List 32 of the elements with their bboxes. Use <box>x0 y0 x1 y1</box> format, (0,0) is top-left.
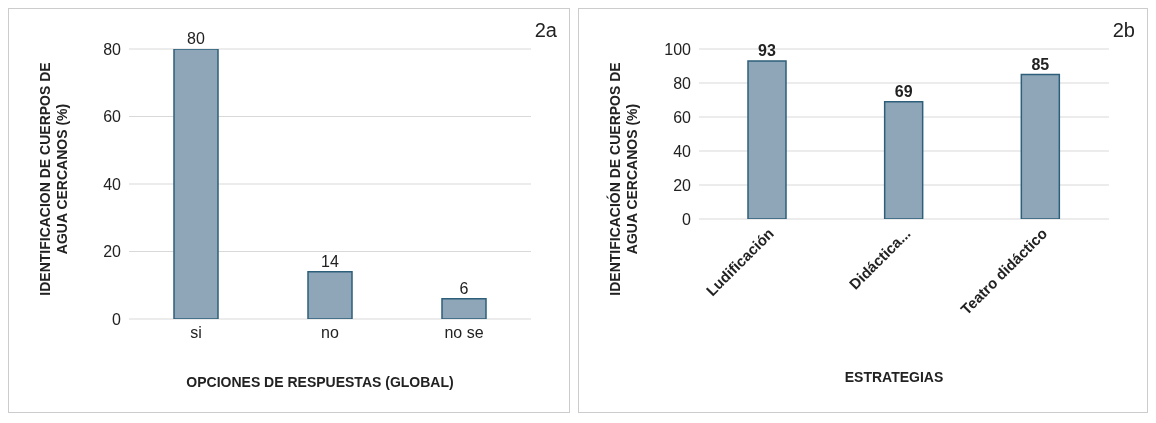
x-tick-label: no se <box>444 324 484 342</box>
text: 2a <box>534 19 557 42</box>
data-label: 69 <box>894 82 913 100</box>
data-label: 85 <box>1031 55 1050 73</box>
x-tick-label: si <box>190 324 202 342</box>
y-tick-label: 0 <box>682 210 692 228</box>
y-axis-title: IDENTIFICACION DE CUERPOS DE AGUA CERCANOS (%) <box>37 61 71 298</box>
bar <box>883 100 924 219</box>
y-tick-label: 60 <box>103 108 122 126</box>
bar <box>307 271 353 319</box>
y-tick-label: 20 <box>103 243 122 261</box>
y-tick-label: 40 <box>673 142 692 160</box>
bar <box>747 60 787 219</box>
y-axis-title: IDENTIFICACIÓN DE CUERPOS DE AGUA CERCANOS (%) <box>607 61 641 298</box>
data-label: 80 <box>187 30 205 47</box>
data-label: 14 <box>321 252 339 270</box>
y-tick-label: 20 <box>673 176 692 194</box>
y-tick-label: 40 <box>103 175 122 193</box>
data-label: 93 <box>758 41 776 59</box>
y-tick-label: 0 <box>112 310 122 328</box>
y-tick-label: 80 <box>673 74 692 92</box>
y-tick-label: 60 <box>673 108 692 126</box>
text: 2b <box>1112 19 1135 42</box>
x-axis-title: ESTRATEGIAS <box>843 369 945 385</box>
bar <box>173 49 219 319</box>
bar <box>441 298 487 319</box>
x-axis-title: OPCIONES DE RESPUESTAS (GLOBAL) <box>185 374 455 390</box>
bar <box>1020 73 1061 219</box>
data-label: 6 <box>459 279 469 297</box>
x-tick-label: no <box>321 324 339 342</box>
y-tick-label: 80 <box>103 40 122 58</box>
y-tick-label: 100 <box>664 40 692 58</box>
